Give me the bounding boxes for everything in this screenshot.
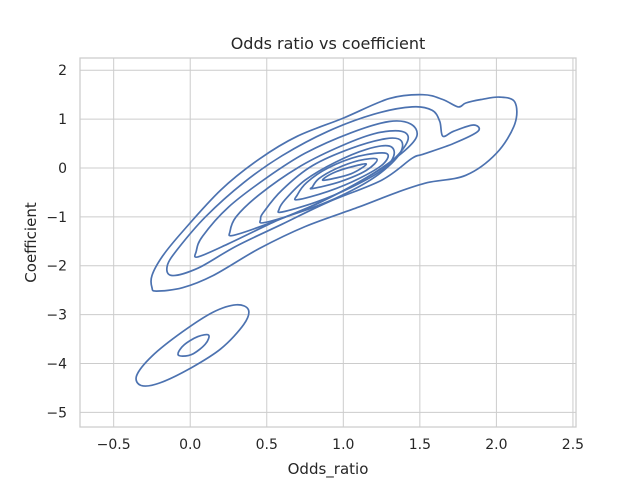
contour-line [259,137,404,224]
chart-title: Odds ratio vs coefficient [231,34,426,53]
x-tick-label: 1.0 [332,437,354,453]
contour-lines [135,93,518,387]
contour-line [277,144,396,214]
contour-line [228,129,410,237]
y-tick-label: 0 [58,161,67,177]
y-tick-label: −5 [46,405,67,421]
x-tick-label: −0.5 [97,437,131,453]
x-tick-labels: −0.5 0.0 0.5 1.0 1.5 2.0 2.5 [97,437,584,453]
x-tick-label: 0.0 [179,437,201,453]
contour-line [293,152,390,201]
y-tick-label: −1 [46,210,67,226]
contour-line [177,333,210,357]
y-tick-label: −2 [46,259,67,275]
contour-line [309,157,378,190]
plot-frame [79,57,577,428]
y-tick-label: −3 [46,308,67,324]
y-tick-label: 2 [58,63,67,79]
x-tick-label: 2.5 [562,437,584,453]
y-tick-label: −4 [46,356,67,372]
x-tick-label: 0.5 [256,437,278,453]
x-tick-label: 2.0 [485,437,507,453]
x-axis-label: Odds_ratio [288,460,369,479]
contour-line [321,162,368,182]
contour-line [135,303,250,387]
y-tick-label: 1 [58,112,67,128]
x-tick-label: 1.5 [409,437,431,453]
plot-area [80,58,576,427]
y-axis-label: Coefficient [22,202,40,283]
contour-line [150,93,518,292]
y-tick-labels: 2 1 0 −1 −2 −3 −4 −5 [46,63,67,421]
